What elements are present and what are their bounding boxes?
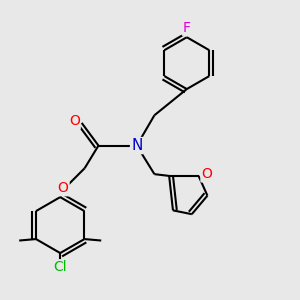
Text: O: O — [58, 181, 69, 195]
Text: Cl: Cl — [53, 260, 67, 274]
Text: F: F — [183, 21, 191, 35]
Text: N: N — [131, 138, 142, 153]
Text: O: O — [201, 167, 212, 182]
Text: O: O — [69, 114, 80, 128]
